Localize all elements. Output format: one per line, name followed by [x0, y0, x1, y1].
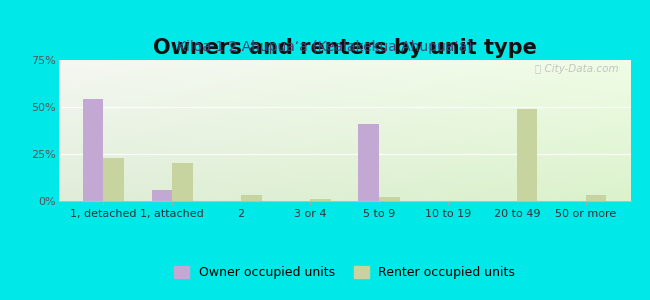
- Bar: [379, 197, 400, 201]
- Title: Owners and renters by unit type: Owners and renters by unit type: [153, 38, 536, 58]
- Bar: [172, 164, 193, 201]
- Text: Kiloa 1 2 Ahupuaʻa (Kealakekua Ahupuaʻa): Kiloa 1 2 Ahupuaʻa (Kealakekua Ahupuaʻa): [177, 40, 473, 55]
- Bar: [151, 190, 172, 201]
- Bar: [586, 195, 606, 201]
- Text: Ⓣ City-Data.com: Ⓣ City-Data.com: [536, 64, 619, 74]
- Bar: [241, 195, 262, 201]
- Bar: [358, 124, 379, 201]
- Bar: [517, 109, 538, 201]
- Bar: [310, 199, 331, 201]
- Legend: Owner occupied units, Renter occupied units: Owner occupied units, Renter occupied un…: [174, 266, 515, 279]
- Bar: [103, 158, 124, 201]
- Bar: [83, 100, 103, 201]
